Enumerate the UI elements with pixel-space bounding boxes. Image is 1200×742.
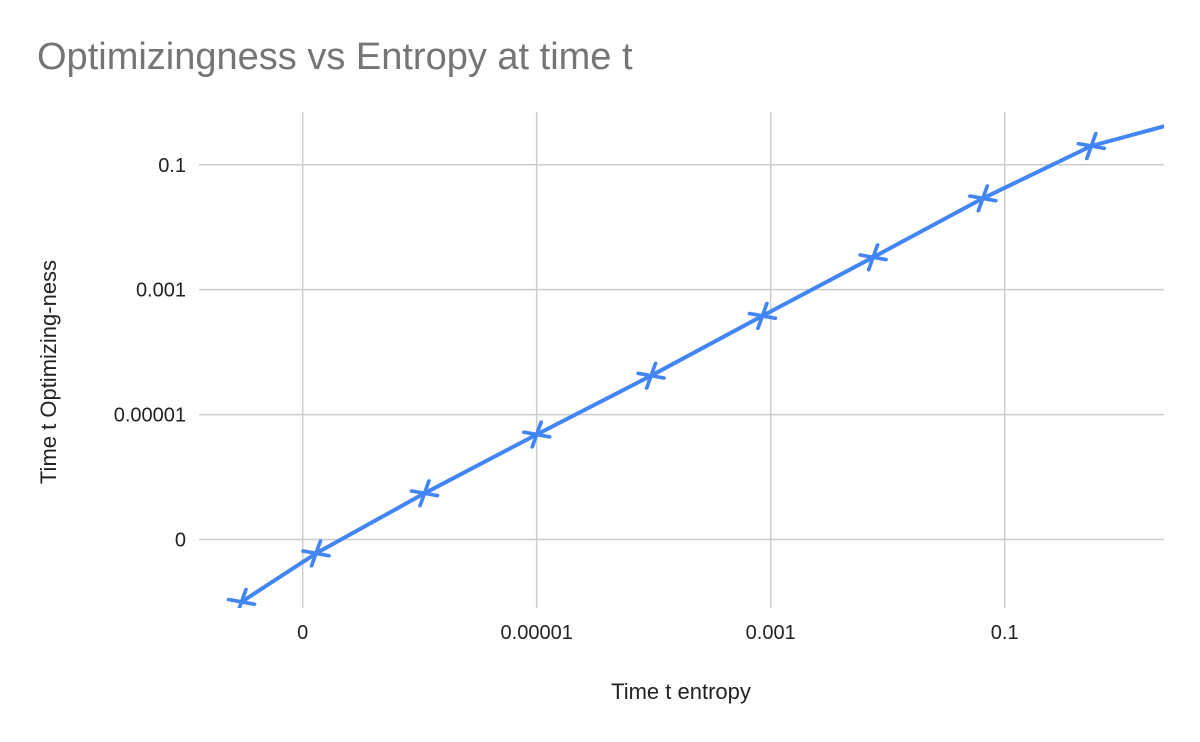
y-tick-label: 0.1 xyxy=(158,155,186,177)
y-tick-label: 0 xyxy=(175,529,186,551)
y-tick-label: 0.00001 xyxy=(114,405,186,427)
data-point-marker xyxy=(1188,104,1200,129)
y-tick-label: 0.001 xyxy=(136,280,186,302)
x-tick-label: 0 xyxy=(297,622,308,644)
series-line xyxy=(239,124,1164,604)
data-point-marker xyxy=(858,243,888,272)
x-tick-label: 0.1 xyxy=(991,622,1019,644)
y-gridlines xyxy=(199,164,1164,541)
x-tick-label: 0.00001 xyxy=(501,622,573,644)
data-point-marker xyxy=(967,184,998,213)
x-gridlines xyxy=(301,112,1006,608)
x-axis-title: Time t entropy xyxy=(611,679,751,704)
chart-title: Optimizingness vs Entropy at time t xyxy=(37,36,633,78)
x-tick-labels: 0 0.00001 0.001 0.1 xyxy=(297,622,1018,644)
data-point-marker xyxy=(521,420,552,449)
data-point-marker xyxy=(1076,131,1107,161)
data-point-marker xyxy=(301,539,331,568)
y-tick-labels: 0 0.00001 0.001 0.1 xyxy=(114,155,186,552)
y-axis-title: Time t Optimizing-ness xyxy=(36,260,61,484)
data-point-marker xyxy=(747,301,778,331)
data-point-marker xyxy=(409,479,440,508)
data-point-marker xyxy=(636,361,666,390)
series-layer xyxy=(226,104,1200,608)
x-tick-label: 0.001 xyxy=(746,622,796,644)
data-point-marker xyxy=(226,587,257,608)
